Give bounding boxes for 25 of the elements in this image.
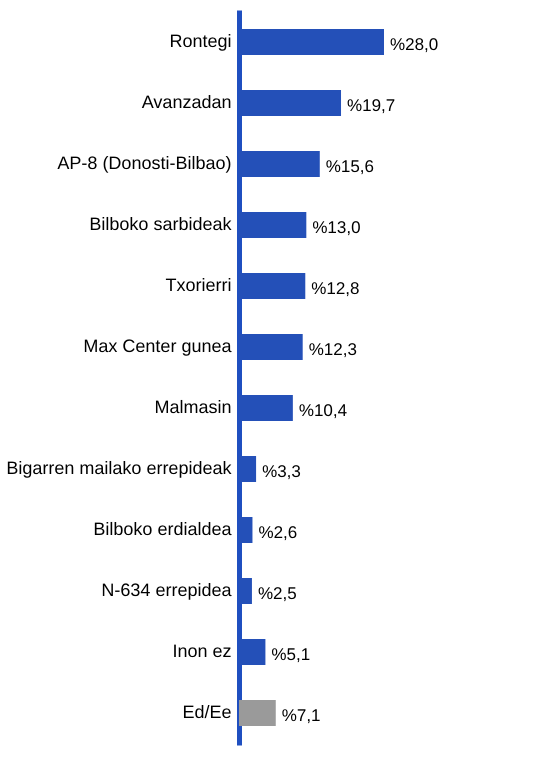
y-tick-label: N-634 errepidea — [101, 580, 232, 600]
y-tick-label: Inon ez — [172, 640, 232, 661]
data-label: %10,4 — [298, 401, 348, 420]
y-tick-label: Ed/Ee — [182, 702, 232, 722]
data-label: %19,7 — [347, 96, 396, 116]
y-tick-label: Txorierri — [166, 275, 232, 296]
y-tick-label: Bigarren mailako errepideak — [6, 458, 232, 478]
data-label: %2,5 — [258, 584, 297, 603]
y-tick-label: Max Center gunea — [83, 336, 232, 356]
y-tick-label: Avanzadan — [142, 92, 232, 112]
y-tick-label: Rontegi — [169, 31, 232, 52]
data-label: %12,8 — [311, 279, 360, 298]
y-tick-label: AP-8 (Donosti-Bilbao) — [57, 153, 232, 174]
data-label: %2,6 — [258, 522, 298, 542]
data-label: %3,3 — [262, 462, 301, 481]
bar — [239, 700, 276, 726]
y-tick-label: Bilboko sarbideak — [89, 214, 232, 234]
y-tick-label: Bilboko erdialdea — [93, 518, 232, 539]
data-label: %5,1 — [271, 644, 310, 664]
data-label: %28,0 — [390, 35, 438, 54]
data-label: %15,6 — [326, 157, 374, 176]
data-label: %12,3 — [308, 340, 357, 359]
data-label: %13,0 — [312, 218, 361, 238]
data-label: %7,1 — [282, 706, 321, 725]
y-tick-label: Malmasin — [154, 397, 232, 417]
